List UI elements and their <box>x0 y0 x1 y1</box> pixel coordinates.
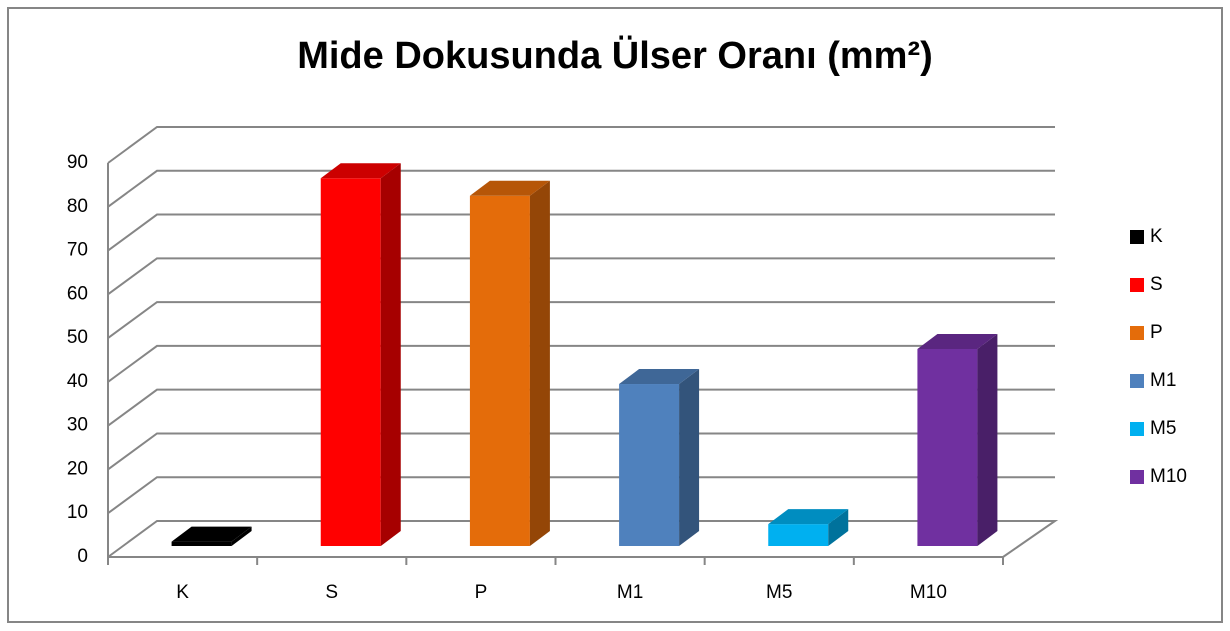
bar-top <box>469 180 550 196</box>
bar <box>469 180 550 546</box>
grid-line <box>107 257 1055 296</box>
bar-side <box>529 180 550 546</box>
legend-swatch <box>1130 326 1144 340</box>
grid-line <box>107 126 1055 164</box>
bar-front <box>917 349 978 546</box>
legend-swatch <box>1130 422 1144 436</box>
y-tick-label: 0 <box>77 546 88 567</box>
chart-title: Mide Dokusunda Ülser Oranı (mm²) <box>297 34 933 77</box>
legend-label: P <box>1150 322 1163 343</box>
y-tick-label: 50 <box>67 327 88 348</box>
grid-line <box>107 301 1055 339</box>
legend-label: M10 <box>1150 466 1187 487</box>
x-tick-label: M1 <box>617 582 643 603</box>
x-tick-label: P <box>475 582 488 603</box>
legend-label: K <box>1150 226 1163 247</box>
grid-line <box>107 432 1055 471</box>
grid-line <box>107 388 1055 427</box>
bar-front <box>768 524 829 546</box>
bar-side <box>828 509 849 546</box>
bar <box>320 163 401 546</box>
bar-top <box>768 509 849 525</box>
grid-line <box>107 213 1055 252</box>
bar-front <box>469 195 530 546</box>
bar-top <box>320 163 401 179</box>
y-tick-label: 60 <box>67 283 88 304</box>
y-tick-label: 40 <box>67 371 88 392</box>
y-tick-label: 70 <box>67 240 88 261</box>
bar-side <box>977 334 998 546</box>
bar-top <box>917 334 998 349</box>
y-tick-label: 80 <box>67 196 88 217</box>
x-tick-label: K <box>176 582 189 603</box>
y-tick-label: 10 <box>67 502 88 523</box>
y-tick-label: 20 <box>67 458 88 479</box>
bar-front <box>171 541 232 546</box>
floor <box>107 520 1059 558</box>
bar-side <box>679 369 700 546</box>
bar <box>619 369 700 546</box>
bar-side <box>380 163 401 546</box>
legend-label: S <box>1150 274 1163 295</box>
bar <box>171 526 252 546</box>
legend-swatch <box>1130 374 1144 388</box>
chart-border <box>7 7 1223 623</box>
legend-swatch <box>1130 230 1144 244</box>
bar-front <box>619 384 680 546</box>
y-tick-label: 30 <box>67 415 88 436</box>
grid-line <box>107 476 1055 515</box>
x-tick-label: M5 <box>766 582 792 603</box>
bar-front <box>320 178 381 546</box>
bar <box>768 509 849 546</box>
legend-swatch <box>1130 470 1144 484</box>
bar-top <box>619 369 700 385</box>
grid-line <box>107 169 1055 208</box>
bar <box>917 334 998 546</box>
bar-side <box>231 526 252 546</box>
x-tick-label: M10 <box>910 582 947 603</box>
legend-label: M5 <box>1150 418 1176 439</box>
legend-swatch <box>1130 278 1144 292</box>
y-tick-label: 90 <box>67 152 88 173</box>
legend-label: M1 <box>1150 370 1176 391</box>
x-tick-label: S <box>325 582 338 603</box>
bar-top <box>171 526 252 542</box>
grid-line <box>107 344 1055 383</box>
